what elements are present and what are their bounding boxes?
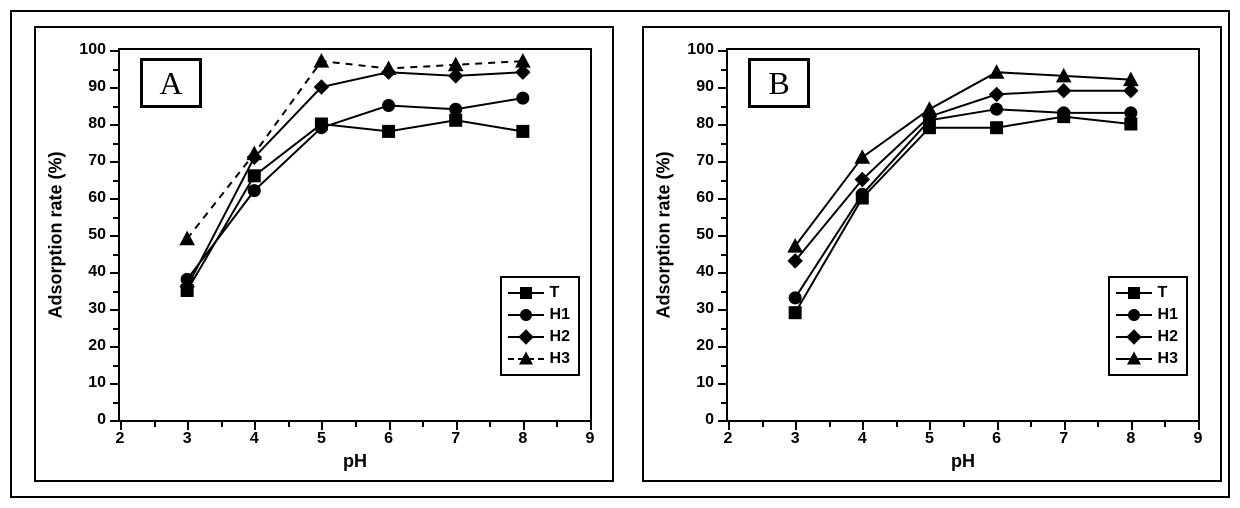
- series-marker-T: [450, 114, 462, 126]
- series-marker-T: [1125, 118, 1137, 130]
- ytick-label: 60: [88, 189, 106, 207]
- ytick-label: 0: [705, 411, 714, 429]
- series-marker-H1: [789, 292, 801, 304]
- series-line-T: [187, 120, 523, 290]
- ytick-label: 40: [696, 263, 714, 281]
- legend-row-T: T: [508, 282, 570, 304]
- series-marker-H3: [855, 150, 869, 163]
- series-marker-H1: [450, 103, 462, 115]
- xtick-label: 9: [1194, 430, 1203, 448]
- series-marker-H1: [383, 100, 395, 112]
- series-line-H2: [187, 72, 523, 287]
- legend-row-H3: H3: [1116, 348, 1178, 370]
- xtick-label: 4: [858, 430, 867, 448]
- ytick-label: 70: [88, 152, 106, 170]
- panel-a-ylabel: Adsorption rate (%): [46, 151, 67, 318]
- panel-b: Adsorption rate (%) pH B T H1 H2: [642, 26, 1222, 482]
- xtick-label: 2: [724, 430, 733, 448]
- series-marker-H1: [991, 103, 1003, 115]
- ytick-label: 80: [696, 115, 714, 133]
- series-marker-H1: [1058, 107, 1070, 119]
- xtick-label: 4: [250, 430, 259, 448]
- ytick-label: 40: [88, 263, 106, 281]
- legend-row-H3: H3: [508, 348, 570, 370]
- xtick-label: 9: [586, 430, 595, 448]
- ytick-label: 70: [696, 152, 714, 170]
- series-marker-H2: [990, 87, 1004, 101]
- ytick-label: 20: [88, 337, 106, 355]
- ytick-label: 30: [696, 300, 714, 318]
- ytick-label: 0: [97, 411, 106, 429]
- ytick-label: 90: [88, 78, 106, 96]
- series-marker-H2: [1057, 84, 1071, 98]
- series-marker-H1: [856, 188, 868, 200]
- legend-row-H1: H1: [1116, 304, 1178, 326]
- xtick-label: 5: [317, 430, 326, 448]
- xtick-label: 8: [518, 430, 527, 448]
- series-line-H2: [795, 91, 1131, 261]
- series-marker-H1: [517, 92, 529, 104]
- xtick-label: 3: [183, 430, 192, 448]
- series-marker-T: [789, 307, 801, 319]
- ytick-label: 10: [696, 374, 714, 392]
- panel-b-plot-area: Adsorption rate (%) pH B T H1 H2: [726, 48, 1200, 422]
- series-marker-H3: [382, 62, 396, 75]
- ytick-label: 60: [696, 189, 714, 207]
- ytick-label: 10: [88, 374, 106, 392]
- figure-outer-frame: Adsorption rate (%) pH A T H1 H2: [10, 10, 1230, 498]
- series-marker-T: [383, 125, 395, 137]
- series-marker-H1: [315, 122, 327, 134]
- legend-row-H2: H2: [1116, 326, 1178, 348]
- panel-b-ylabel: Adsorption rate (%): [654, 151, 675, 318]
- ytick-label: 50: [88, 226, 106, 244]
- panel-a-plot-area: Adsorption rate (%) pH A T H1 H2: [118, 48, 592, 422]
- ytick-label: 30: [88, 300, 106, 318]
- xtick-label: 7: [1059, 430, 1068, 448]
- xtick-label: 3: [791, 430, 800, 448]
- series-marker-T: [248, 170, 260, 182]
- xtick-label: 2: [116, 430, 125, 448]
- ytick-label: 80: [88, 115, 106, 133]
- panel-a-legend: T H1 H2 H3: [500, 276, 580, 376]
- legend-row-H1: H1: [508, 304, 570, 326]
- xtick-label: 8: [1126, 430, 1135, 448]
- panel-a: Adsorption rate (%) pH A T H1 H2: [34, 26, 614, 482]
- series-marker-H3: [314, 54, 328, 67]
- series-marker-T: [517, 125, 529, 137]
- xtick-label: 5: [925, 430, 934, 448]
- series-line-H1: [795, 109, 1131, 298]
- legend-row-H2: H2: [508, 326, 570, 348]
- series-marker-H1: [1125, 107, 1137, 119]
- series-marker-H1: [248, 185, 260, 197]
- xtick-label: 6: [992, 430, 1001, 448]
- ytick-label: 100: [687, 41, 714, 59]
- xtick-label: 6: [384, 430, 393, 448]
- series-marker-T: [991, 122, 1003, 134]
- series-line-T: [795, 117, 1131, 313]
- ytick-label: 100: [79, 41, 106, 59]
- ytick-label: 90: [696, 78, 714, 96]
- series-marker-H3: [922, 102, 936, 115]
- xtick-label: 7: [451, 430, 460, 448]
- legend-row-T: T: [1116, 282, 1178, 304]
- ytick-label: 20: [696, 337, 714, 355]
- ytick-label: 50: [696, 226, 714, 244]
- panel-b-legend: T H1 H2 H3: [1108, 276, 1188, 376]
- panel-a-xlabel: pH: [343, 451, 367, 472]
- panel-b-xlabel: pH: [951, 451, 975, 472]
